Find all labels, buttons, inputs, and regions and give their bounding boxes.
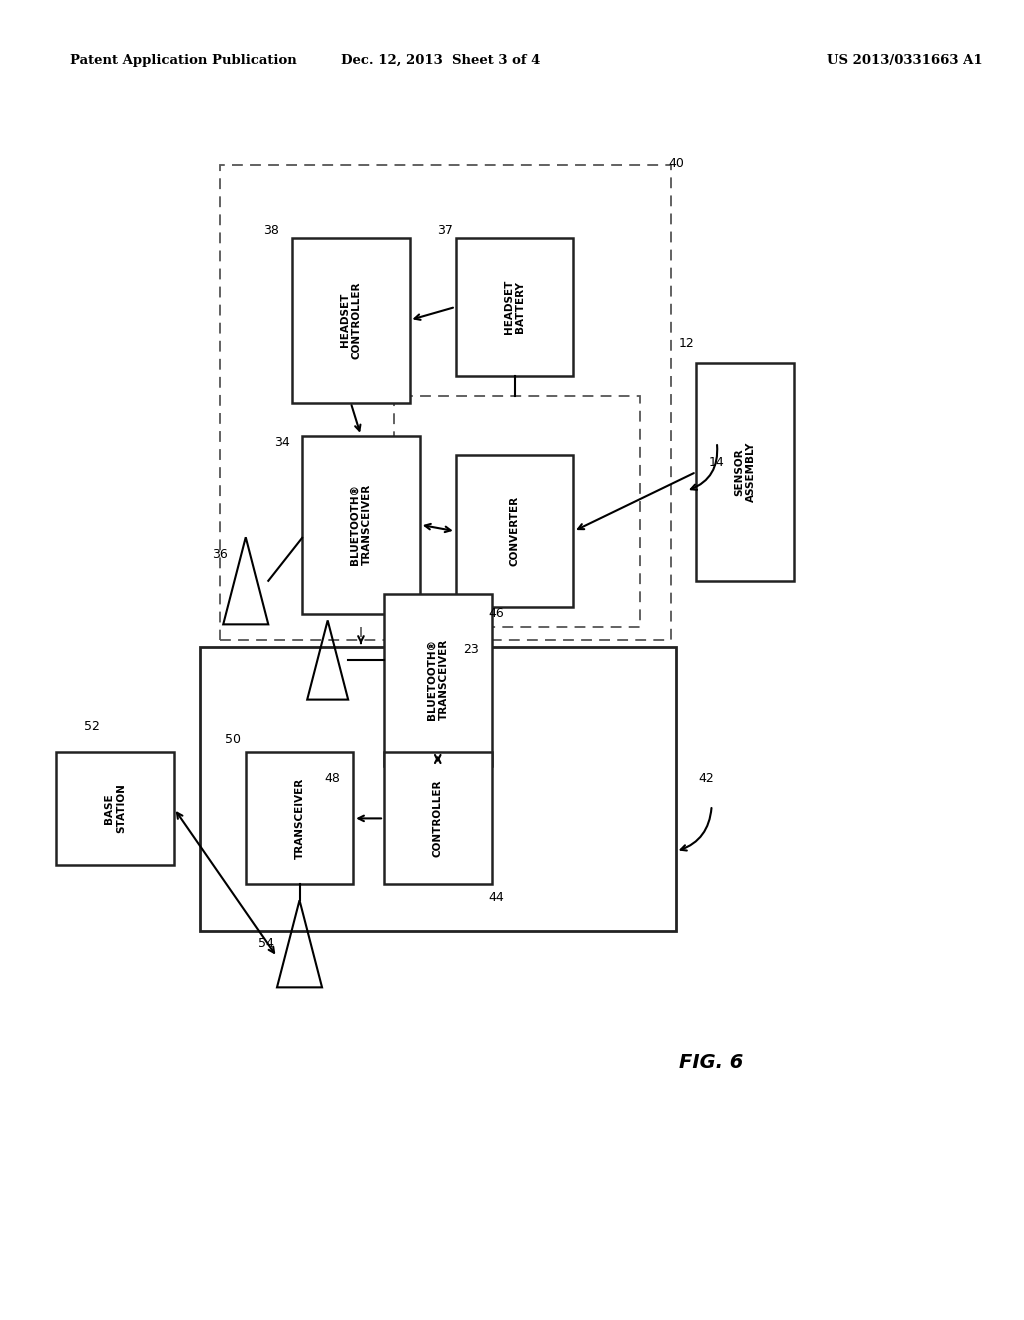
Text: HEADSET
BATTERY: HEADSET BATTERY (504, 280, 525, 334)
Text: 46: 46 (488, 607, 505, 620)
Text: BASE
STATION: BASE STATION (104, 784, 126, 833)
Text: CONVERTER: CONVERTER (510, 496, 519, 566)
FancyBboxPatch shape (696, 363, 794, 581)
FancyBboxPatch shape (456, 238, 573, 376)
Text: FIG. 6: FIG. 6 (680, 1053, 743, 1072)
Text: US 2013/0331663 A1: US 2013/0331663 A1 (827, 54, 983, 67)
Text: 54: 54 (258, 937, 274, 950)
Text: 37: 37 (437, 224, 454, 238)
Text: CONTROLLER: CONTROLLER (433, 780, 442, 857)
FancyBboxPatch shape (56, 752, 174, 865)
Text: 38: 38 (263, 224, 280, 238)
FancyBboxPatch shape (246, 752, 353, 884)
FancyBboxPatch shape (384, 594, 492, 766)
Text: Dec. 12, 2013  Sheet 3 of 4: Dec. 12, 2013 Sheet 3 of 4 (341, 54, 540, 67)
Text: TRANSCEIVER: TRANSCEIVER (295, 777, 304, 859)
Text: HEADSET
CONTROLLER: HEADSET CONTROLLER (340, 281, 361, 359)
FancyBboxPatch shape (384, 752, 492, 884)
Text: 12: 12 (678, 337, 694, 350)
Text: 34: 34 (273, 436, 290, 449)
FancyBboxPatch shape (302, 436, 420, 614)
Text: 44: 44 (488, 891, 505, 904)
Text: 50: 50 (225, 733, 242, 746)
FancyBboxPatch shape (292, 238, 410, 403)
Text: 36: 36 (212, 548, 228, 561)
Text: BLUETOOTH®
TRANSCEIVER: BLUETOOTH® TRANSCEIVER (427, 639, 449, 721)
Text: 14: 14 (709, 455, 725, 469)
Text: 48: 48 (325, 772, 341, 785)
Text: BLUETOOTH®
TRANSCEIVER: BLUETOOTH® TRANSCEIVER (350, 484, 372, 565)
Text: 23: 23 (463, 643, 479, 656)
FancyBboxPatch shape (200, 647, 676, 931)
Text: SENSOR
ASSEMBLY: SENSOR ASSEMBLY (734, 442, 756, 502)
Text: Patent Application Publication: Patent Application Publication (70, 54, 296, 67)
FancyBboxPatch shape (456, 455, 573, 607)
Text: 52: 52 (84, 719, 100, 733)
Text: 42: 42 (698, 772, 715, 785)
Text: 40: 40 (668, 157, 684, 170)
